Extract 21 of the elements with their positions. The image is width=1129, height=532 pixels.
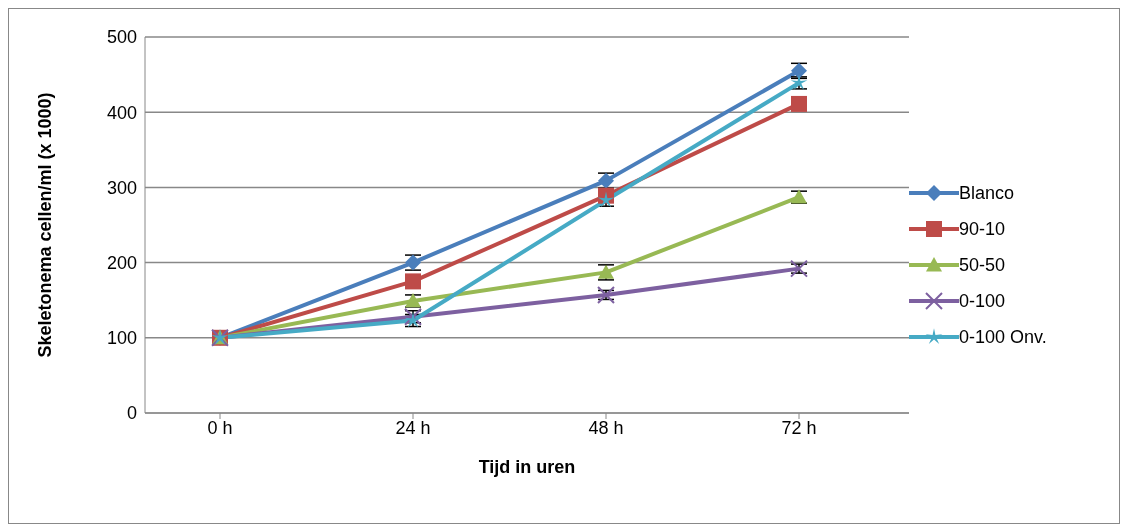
legend-label: 90-10: [959, 218, 1006, 240]
x-tick-label: 72 h: [781, 417, 817, 438]
legend-label: 0-100 Onv.: [959, 326, 1047, 348]
point: [597, 285, 615, 304]
y-tick-label: 100: [106, 328, 137, 349]
y-tick-label: 200: [106, 252, 137, 273]
legend-label: 0-100: [959, 290, 1006, 312]
y-tick-label: 500: [106, 27, 137, 48]
x-tick-label: 24 h: [395, 417, 431, 438]
legend-label: 50-50: [959, 254, 1006, 276]
point: [405, 273, 421, 290]
legend-label: Blanco: [959, 182, 1015, 204]
x-tick-label: 0 h: [207, 417, 233, 438]
y-tick-label: 400: [106, 102, 137, 123]
x-tick-label: 48 h: [588, 417, 624, 438]
y-tick-label: 0: [126, 403, 137, 424]
point: [791, 95, 807, 112]
y-axis-title: Skeletonema cellen/ml (x 1000): [35, 92, 56, 358]
point: [790, 259, 808, 278]
y-tick-label: 300: [106, 177, 137, 198]
x-axis-title: Tijd in uren: [478, 457, 576, 477]
